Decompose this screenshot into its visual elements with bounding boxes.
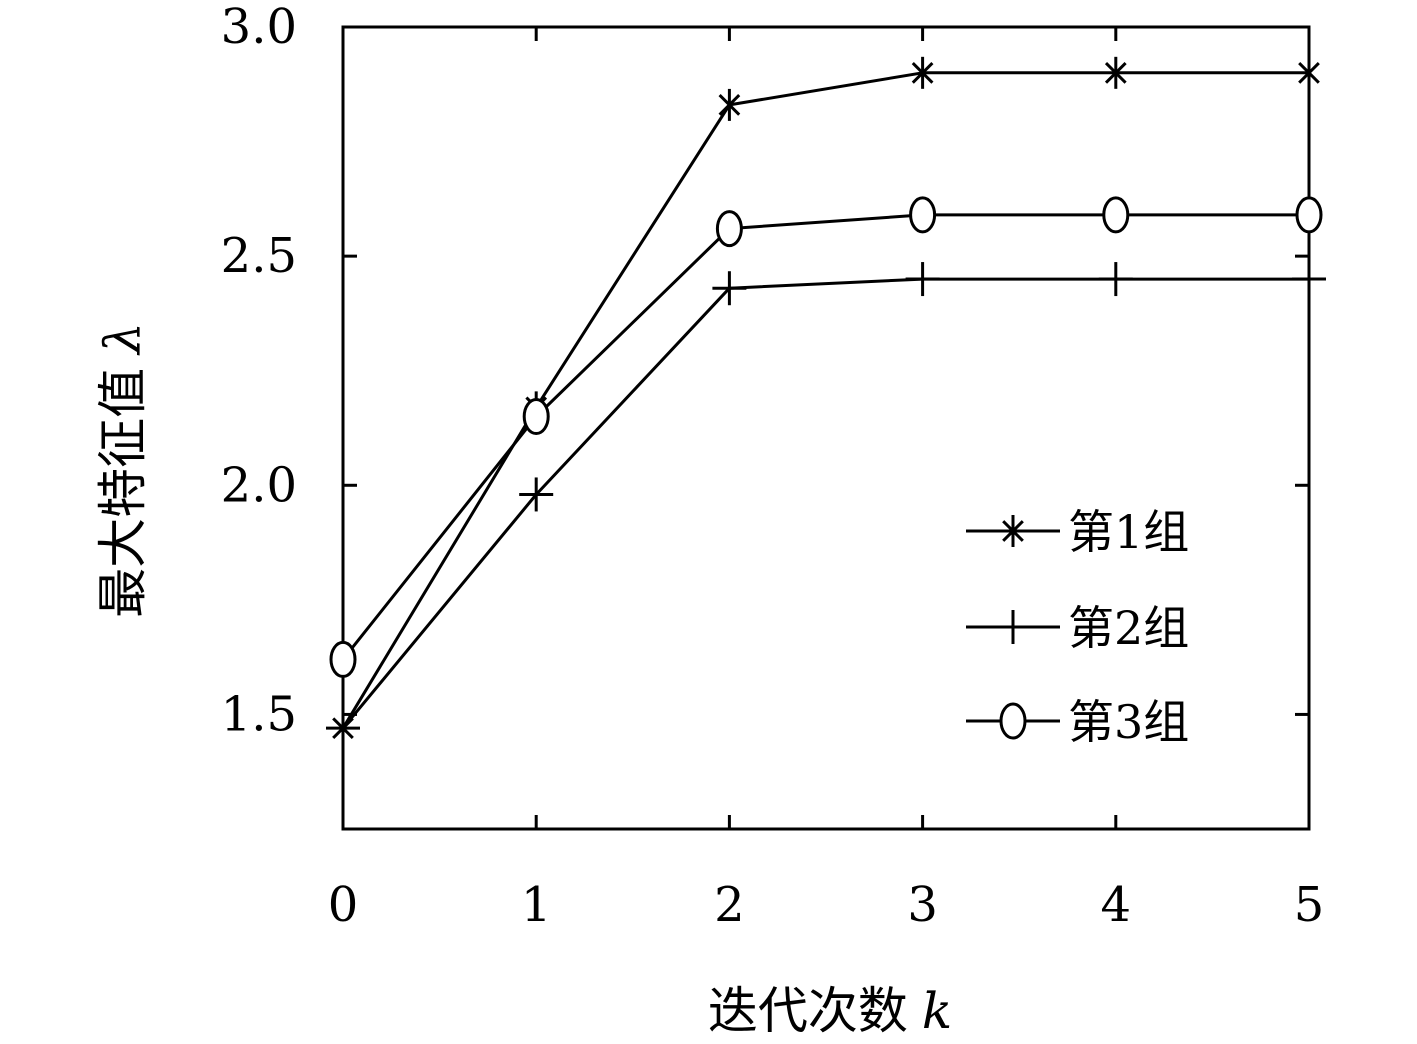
y-tick-label-2: 2.0 [221, 457, 297, 513]
y-tick-label-2.5: 2.5 [221, 228, 297, 284]
legend-marker-1 [1002, 515, 1024, 547]
x-tick-label-5: 5 [1294, 877, 1325, 933]
y-axis-label-text: 最大特征值 [94, 368, 152, 618]
series-1-point-4 [1104, 56, 1127, 89]
series-3-point-0 [329, 640, 357, 678]
series-2-point-4 [1098, 262, 1133, 297]
y-axis-variable: λ [94, 322, 152, 356]
legend-marker-3 [999, 702, 1027, 740]
legend-label-1: 第1组 [1068, 505, 1189, 559]
series-2-point-0 [326, 711, 360, 746]
series-2-point-1 [519, 477, 554, 512]
series-2 [326, 262, 1326, 746]
legend-marker-2 [996, 610, 1030, 644]
series-3-point-2 [715, 210, 743, 248]
series-layer [326, 56, 1326, 746]
x-axis-label-text: 迭代次数 [708, 982, 908, 1040]
x-tick-label-1: 1 [521, 877, 552, 933]
series-1-point-5 [1298, 56, 1320, 89]
series-3-point-3 [909, 196, 937, 234]
series-line-2 [341, 277, 1309, 730]
series-2-point-2 [712, 271, 747, 306]
legend-label-2: 第2组 [1068, 601, 1189, 655]
plot-frame [341, 25, 1311, 831]
x-tick-label-4: 4 [1101, 877, 1132, 933]
legend-item-3: 第3组 [966, 695, 1189, 749]
series-2-point-5 [1292, 262, 1326, 297]
x-axis-variable: k [922, 982, 952, 1040]
x-tick-label-3: 3 [907, 877, 938, 933]
series-1-point-2 [718, 88, 741, 121]
series-line-3 [341, 213, 1309, 661]
series-3-point-1 [522, 398, 550, 436]
legend-item-1: 第1组 [966, 505, 1189, 559]
y-tick-label-1.5: 1.5 [221, 686, 297, 742]
series-1-point-3 [911, 56, 934, 89]
x-tick-label-2: 2 [714, 877, 745, 933]
y-tick-label-3: 3.0 [221, 0, 297, 55]
x-axis-label: 迭代次数 k [708, 982, 952, 1040]
x-tick-label-0: 0 [328, 877, 359, 933]
series-2-point-3 [905, 262, 940, 297]
legend-label-3: 第3组 [1068, 695, 1189, 749]
series-3-point-5 [1295, 196, 1323, 234]
series-3 [329, 196, 1323, 678]
series-3-point-4 [1102, 196, 1130, 234]
plot-area: 0 1 2 3 4 5 1.5 2.0 2.5 3.0 [221, 0, 1325, 933]
series-line-1 [341, 71, 1309, 729]
y-axis-label: 最大特征值 λ [94, 322, 152, 618]
legend-item-2: 第2组 [966, 601, 1189, 655]
